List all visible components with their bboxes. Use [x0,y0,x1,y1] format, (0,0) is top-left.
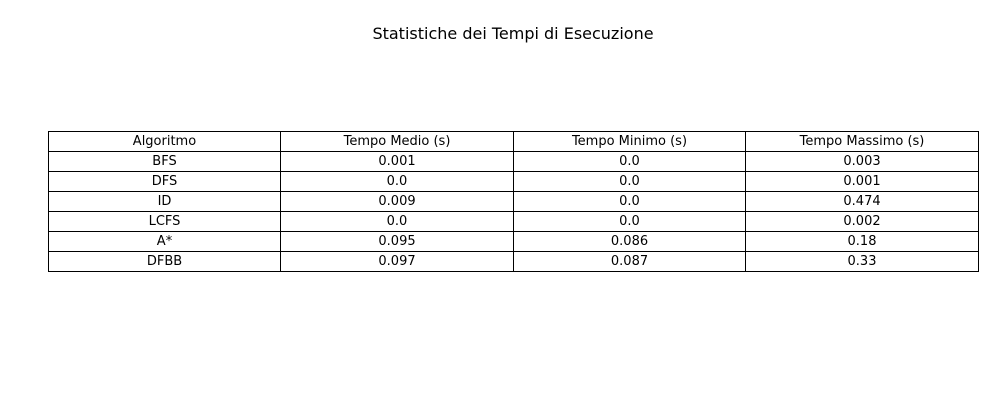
table-cell: 0.0 [513,191,746,212]
table-cell: 0.095 [280,231,514,252]
chart-title: Statistiche dei Tempi di Esecuzione [372,24,654,43]
table-cell: 0.086 [513,231,746,252]
table-row: BFS 0.001 0.0 0.003 [48,151,979,172]
table-cell: 0.087 [513,251,746,272]
table-cell: 0.0 [280,211,514,232]
column-header: Algoritmo [48,131,281,152]
table-cell: 0.001 [745,171,979,192]
table-cell: DFBB [48,251,281,272]
table-cell: 0.33 [745,251,979,272]
table-cell: 0.0 [513,211,746,232]
table-cell: 0.009 [280,191,514,212]
table-cell: BFS [48,151,281,172]
table-cell: A* [48,231,281,252]
stats-table: Algoritmo Tempo Medio (s) Tempo Minimo (… [48,131,979,272]
column-header: Tempo Minimo (s) [513,131,746,152]
table-cell: 0.002 [745,211,979,232]
column-header: Tempo Massimo (s) [745,131,979,152]
table-row: A* 0.095 0.086 0.18 [48,231,979,252]
table-row: DFS 0.0 0.0 0.001 [48,171,979,192]
column-header: Tempo Medio (s) [280,131,514,152]
table-row: ID 0.009 0.0 0.474 [48,191,979,212]
table-cell: 0.474 [745,191,979,212]
table-row: LCFS 0.0 0.0 0.002 [48,211,979,232]
table-cell: 0.18 [745,231,979,252]
table-cell: 0.003 [745,151,979,172]
table-cell: LCFS [48,211,281,232]
table-header-row: Algoritmo Tempo Medio (s) Tempo Minimo (… [48,131,979,152]
table-cell: 0.001 [280,151,514,172]
table-cell: 0.0 [513,171,746,192]
table-cell: ID [48,191,281,212]
table-cell: 0.0 [280,171,514,192]
table-row: DFBB 0.097 0.087 0.33 [48,251,979,272]
table-cell: 0.0 [513,151,746,172]
table-cell: 0.097 [280,251,514,272]
table-cell: DFS [48,171,281,192]
